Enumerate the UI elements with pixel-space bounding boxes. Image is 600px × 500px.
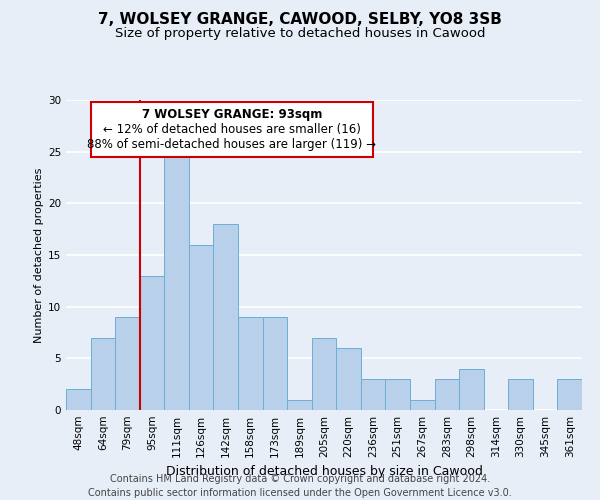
Y-axis label: Number of detached properties: Number of detached properties bbox=[34, 168, 44, 342]
Bar bbox=[557, 379, 582, 410]
Bar bbox=[434, 379, 459, 410]
Bar bbox=[214, 224, 238, 410]
Text: Size of property relative to detached houses in Cawood: Size of property relative to detached ho… bbox=[115, 28, 485, 40]
Bar bbox=[115, 317, 140, 410]
Text: Contains HM Land Registry data © Crown copyright and database right 2024.
Contai: Contains HM Land Registry data © Crown c… bbox=[88, 474, 512, 498]
Bar bbox=[164, 152, 189, 410]
Bar bbox=[238, 317, 263, 410]
Bar bbox=[508, 379, 533, 410]
Bar bbox=[189, 244, 214, 410]
Bar bbox=[263, 317, 287, 410]
Text: 88% of semi-detached houses are larger (119) →: 88% of semi-detached houses are larger (… bbox=[88, 138, 376, 151]
Bar bbox=[287, 400, 312, 410]
Bar bbox=[410, 400, 434, 410]
Bar bbox=[336, 348, 361, 410]
Bar bbox=[91, 338, 115, 410]
Text: 7, WOLSEY GRANGE, CAWOOD, SELBY, YO8 3SB: 7, WOLSEY GRANGE, CAWOOD, SELBY, YO8 3SB bbox=[98, 12, 502, 28]
Bar bbox=[66, 390, 91, 410]
Bar bbox=[385, 379, 410, 410]
Text: ← 12% of detached houses are smaller (16): ← 12% of detached houses are smaller (16… bbox=[103, 122, 361, 136]
FancyBboxPatch shape bbox=[91, 102, 373, 157]
X-axis label: Distribution of detached houses by size in Cawood: Distribution of detached houses by size … bbox=[166, 466, 482, 478]
Bar bbox=[361, 379, 385, 410]
Bar bbox=[312, 338, 336, 410]
Bar bbox=[140, 276, 164, 410]
Text: 7 WOLSEY GRANGE: 93sqm: 7 WOLSEY GRANGE: 93sqm bbox=[142, 108, 322, 122]
Bar bbox=[459, 368, 484, 410]
